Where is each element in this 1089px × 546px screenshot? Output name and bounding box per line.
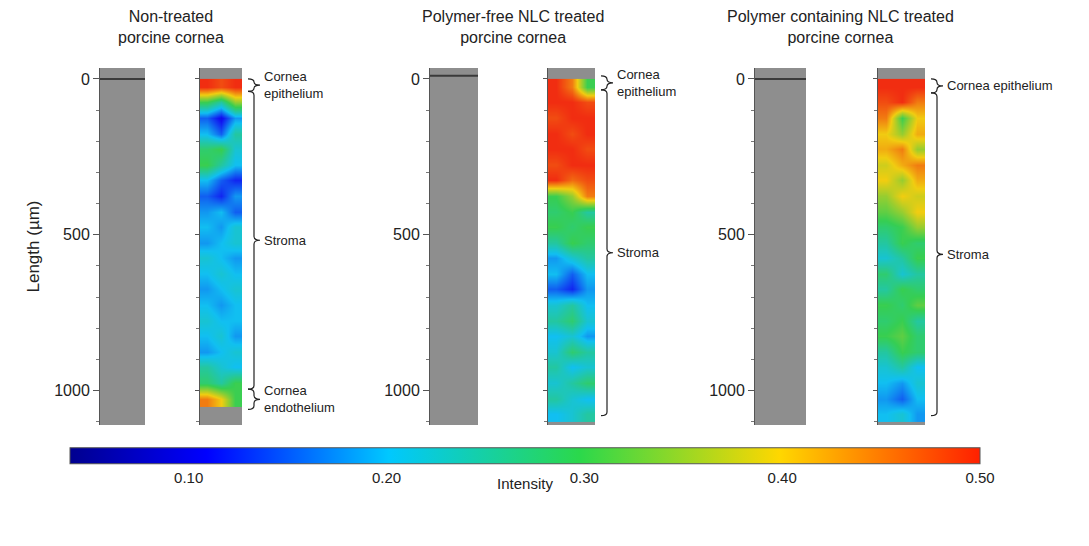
svg-text:Length (µm): Length (µm) — [24, 201, 43, 293]
svg-text:1000: 1000 — [384, 382, 420, 399]
svg-text:Intensity: Intensity — [497, 475, 553, 492]
svg-text:0.10: 0.10 — [174, 469, 203, 486]
svg-text:Cornea epithelium: Cornea epithelium — [947, 78, 1053, 93]
svg-text:1000: 1000 — [709, 382, 745, 399]
svg-text:Stroma: Stroma — [264, 233, 307, 248]
svg-text:500: 500 — [63, 226, 90, 243]
svg-text:0.40: 0.40 — [768, 469, 797, 486]
svg-text:Corneaepithelium: Corneaepithelium — [264, 69, 323, 101]
svg-text:0.50: 0.50 — [965, 469, 994, 486]
svg-text:500: 500 — [393, 226, 420, 243]
svg-text:0.30: 0.30 — [570, 469, 599, 486]
svg-text:Non-treatedporcine cornea: Non-treatedporcine cornea — [118, 8, 224, 46]
svg-text:Stroma: Stroma — [947, 247, 990, 262]
svg-text:0.20: 0.20 — [372, 469, 401, 486]
svg-text:1000: 1000 — [54, 382, 90, 399]
svg-text:0: 0 — [411, 71, 420, 88]
svg-text:0: 0 — [736, 71, 745, 88]
svg-text:Polymer containing NLC treated: Polymer containing NLC treatedporcine co… — [727, 8, 954, 46]
svg-text:Corneaepithelium: Corneaepithelium — [617, 67, 676, 99]
svg-text:Polymer-free NLC treatedporcin: Polymer-free NLC treatedporcine cornea — [422, 8, 604, 46]
svg-text:500: 500 — [718, 226, 745, 243]
svg-text:Corneaendothelium: Corneaendothelium — [264, 383, 335, 415]
svg-text:0: 0 — [81, 71, 90, 88]
svg-text:Stroma: Stroma — [617, 245, 660, 260]
